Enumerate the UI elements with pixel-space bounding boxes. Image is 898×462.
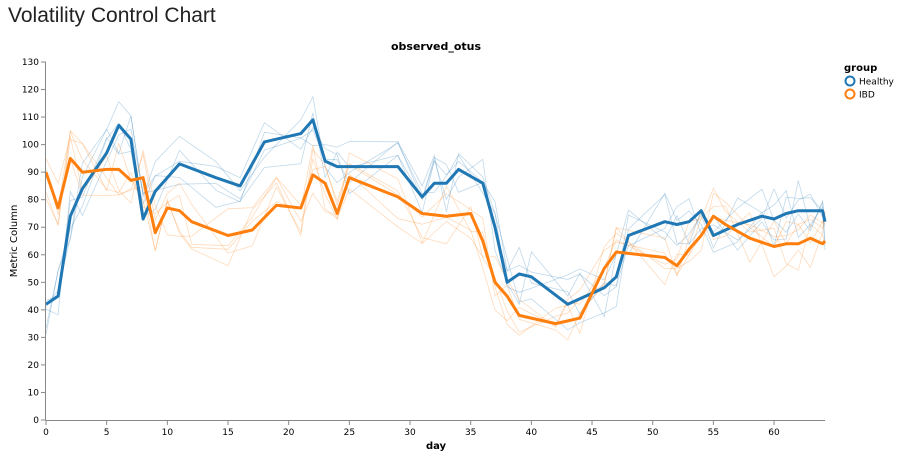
x-tick-label: 25 xyxy=(344,428,355,438)
x-tick-label: 20 xyxy=(283,428,295,438)
x-axis-label: day xyxy=(426,441,447,452)
legend-symbol-healthy[interactable] xyxy=(844,75,856,87)
chart-title: observed_otus xyxy=(391,40,482,53)
x-tick-label: 55 xyxy=(708,428,719,438)
x-tick-label: 30 xyxy=(404,428,416,438)
x-tick-label: 0 xyxy=(43,428,49,438)
y-tick-label: 80 xyxy=(28,196,40,206)
subject-line xyxy=(45,95,826,328)
y-tick-label: 40 xyxy=(28,306,40,316)
y-tick-label: 0 xyxy=(33,416,39,426)
individual-subject-lines xyxy=(45,95,826,341)
y-tick-label: 60 xyxy=(28,251,40,261)
x-tick-label: 10 xyxy=(162,428,174,438)
y-tick-label: 30 xyxy=(28,333,40,343)
group-mean-lines xyxy=(44,118,827,326)
y-tick-label: 50 xyxy=(28,278,40,288)
x-tick-label: 40 xyxy=(526,428,538,438)
legend-label-ibd[interactable]: IBD xyxy=(859,91,875,101)
subject-line xyxy=(45,136,826,327)
y-tick-label: 10 xyxy=(28,388,40,398)
y-tick-label: 20 xyxy=(28,361,40,371)
y-tick-label: 90 xyxy=(28,168,40,178)
y-tick-label: 110 xyxy=(22,113,39,123)
series-line-ibd[interactable] xyxy=(44,156,827,326)
x-axis: 0 5 10 15 20 25 30 35 40 45 50 55 60 xyxy=(43,420,825,438)
x-tick-label: 5 xyxy=(104,428,110,438)
legend-label-healthy[interactable]: Healthy xyxy=(859,78,895,88)
x-tick-label: 35 xyxy=(465,428,476,438)
subject-line xyxy=(45,139,826,329)
subject-line xyxy=(45,129,826,341)
x-tick-label: 15 xyxy=(222,428,233,438)
y-tick-label: 70 xyxy=(28,223,40,233)
x-tick-label: 50 xyxy=(647,428,659,438)
legend-symbol-ibd[interactable] xyxy=(844,88,856,100)
subject-line xyxy=(45,100,826,318)
subject-line xyxy=(45,152,826,336)
page-title: Volatility Control Chart xyxy=(8,4,216,27)
y-axis: 0 10 20 30 40 50 60 70 80 90 100 110 120 130 xyxy=(22,58,46,426)
legend[interactable]: group Healthy IBD xyxy=(844,63,895,101)
y-axis-label: Metric Column xyxy=(9,205,20,278)
x-tick-label: 60 xyxy=(768,428,780,438)
legend-title: group xyxy=(844,63,877,74)
y-tick-label: 130 xyxy=(22,58,39,68)
y-tick-label: 120 xyxy=(22,86,39,96)
subject-line xyxy=(45,131,826,331)
y-tick-label: 100 xyxy=(22,141,39,151)
subject-line xyxy=(45,128,826,316)
x-tick-label: 45 xyxy=(586,428,597,438)
